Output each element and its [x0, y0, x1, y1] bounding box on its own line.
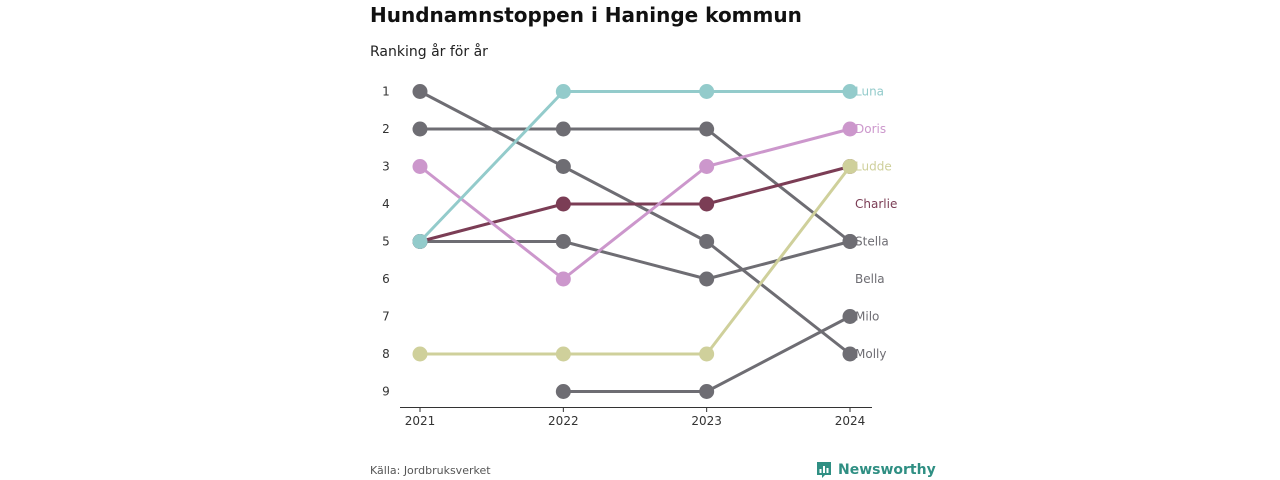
data-point-bella	[555, 384, 571, 399]
y-tick-label: 3	[382, 160, 390, 174]
chart-subtitle: Ranking år för år	[370, 44, 488, 60]
source-label: Källa: Jordbruksverket	[370, 464, 491, 477]
series-ludde	[412, 159, 858, 362]
y-tick-label: 7	[382, 310, 390, 324]
data-point-stella	[842, 346, 858, 362]
data-point-ludde	[699, 346, 715, 362]
data-point-luna	[412, 234, 428, 249]
data-point-luna	[842, 84, 858, 99]
data-point-doris	[699, 159, 715, 174]
x-axis: 2021 2022 2023 2024	[400, 407, 872, 428]
data-point-doris	[842, 121, 858, 137]
x-tick-label: 2023	[691, 414, 722, 428]
data-point-stella	[555, 159, 571, 174]
end-label-bella: Bella	[855, 272, 885, 286]
x-tick-label: 2021	[405, 414, 436, 428]
series-bella	[555, 309, 858, 399]
end-label-milo: Milo	[855, 310, 879, 324]
data-point-bella	[842, 309, 858, 324]
end-label-ludde: Ludde	[855, 160, 892, 174]
chart-title: Hundnamnstoppen i Haninge kommun	[370, 3, 802, 27]
data-point-charlie	[555, 196, 571, 212]
y-tick-label: 1	[382, 85, 390, 99]
x-tick-label: 2024	[835, 414, 866, 428]
data-point-milo	[699, 121, 715, 137]
bar-chart-logo-icon	[817, 462, 831, 478]
data-point-stella	[412, 84, 428, 99]
brand-name: Newsworthy	[838, 462, 936, 478]
data-point-ludde	[412, 346, 428, 362]
y-tick-label: 8	[382, 347, 390, 361]
series-luna	[412, 84, 858, 249]
x-tick-label: 2022	[548, 414, 579, 428]
data-point-doris	[555, 271, 571, 287]
end-label-molly: Molly	[855, 347, 886, 361]
data-point-molly	[842, 234, 858, 249]
series-line-ludde	[418, 165, 852, 356]
y-tick-label: 9	[382, 385, 390, 399]
series-line-molly	[418, 240, 852, 281]
data-point-molly	[555, 234, 571, 249]
data-point-doris	[412, 159, 428, 174]
series-doris	[412, 121, 858, 287]
data-point-ludde	[555, 346, 571, 362]
end-label-charlie: Charlie	[855, 197, 897, 211]
end-labels: Luna Doris Ludde Charlie Stella Bella Milo Moll…	[855, 85, 897, 362]
data-point-stella	[699, 234, 715, 249]
y-tick-label: 4	[382, 197, 390, 211]
end-label-doris: Doris	[855, 122, 886, 136]
data-point-luna	[555, 84, 571, 99]
series-line-luna	[418, 90, 852, 243]
y-tick-label: 5	[382, 235, 390, 249]
y-tick-label: 6	[382, 272, 390, 286]
series-line-charlie	[418, 165, 852, 243]
data-point-bella	[699, 384, 715, 399]
data-point-molly	[699, 271, 715, 287]
series-line-doris	[418, 127, 852, 281]
data-point-milo	[412, 121, 428, 137]
end-label-luna: Luna	[855, 85, 884, 99]
series-charlie	[412, 159, 858, 249]
series-milo	[412, 121, 858, 249]
end-label-stella: Stella	[855, 235, 889, 249]
data-point-ludde	[842, 159, 858, 174]
series-lines	[412, 84, 858, 399]
data-point-charlie	[699, 196, 715, 212]
brand-logo: Newsworthy	[816, 461, 936, 479]
y-tick-label: 2	[382, 122, 390, 136]
data-point-luna	[699, 84, 715, 99]
data-point-milo	[555, 121, 571, 137]
y-axis: 1 2 3 4 5 6 7 8 9	[382, 85, 390, 399]
